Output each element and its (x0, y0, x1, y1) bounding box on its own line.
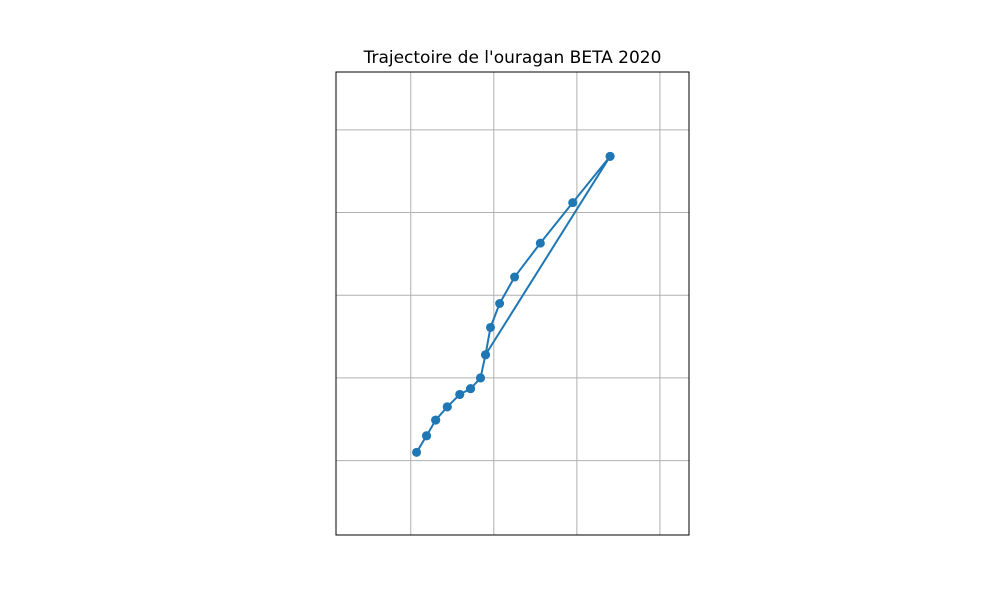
track-point-4 (495, 299, 505, 308)
track-point-13 (412, 447, 422, 457)
track-point-20 (481, 350, 491, 360)
track-point-1 (568, 198, 578, 208)
track-point-19 (476, 373, 486, 383)
track-point-17 (455, 389, 465, 399)
track-point-2 (535, 238, 545, 248)
chart-title: Trajectoire de l'ouragan BETA 2020 (363, 48, 662, 68)
track-point-21 (605, 151, 615, 161)
track-point-16 (442, 402, 452, 412)
track-point-3 (510, 272, 520, 282)
track-point-5 (485, 322, 495, 332)
series-track (415, 155, 611, 454)
series-line-0 (415, 155, 611, 454)
track-point-15 (431, 415, 441, 425)
series-markers (412, 151, 615, 457)
track-point-18 (466, 384, 476, 394)
grid (336, 72, 689, 535)
track-point-14 (422, 431, 432, 441)
axes-frame (335, 71, 690, 536)
